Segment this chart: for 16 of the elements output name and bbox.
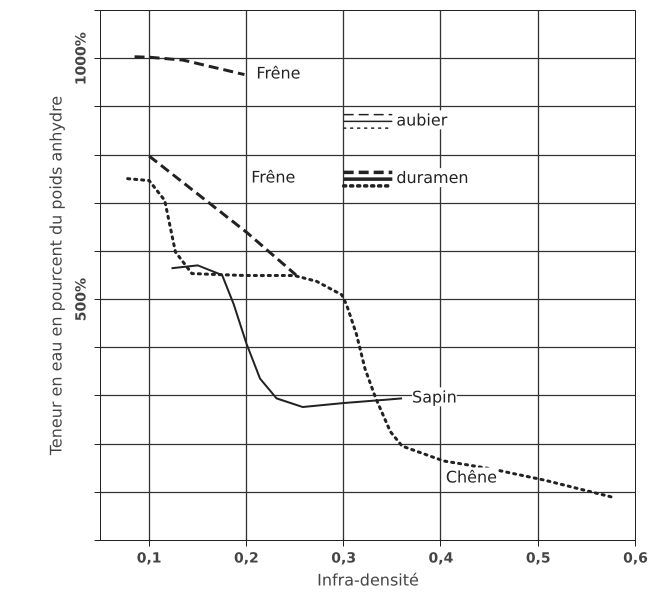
y-axis-title: Teneur en eau en pourcent du poids anhydre	[46, 96, 66, 456]
x-tick-label: 0,3	[331, 550, 356, 566]
annotation: aubier	[396, 110, 448, 130]
annotation: Frêne	[256, 64, 301, 83]
x-tick-label: 0,1	[136, 550, 162, 566]
x-tick-label: 0,4	[428, 550, 454, 566]
annotation: Sapin	[412, 387, 457, 406]
x-tick-label: 0,5	[526, 550, 551, 566]
x-tick-label: 0,6	[623, 550, 648, 566]
annotation: Chêne	[446, 468, 497, 487]
x-tick-label: 0,2	[234, 550, 259, 566]
annotation: Frêne	[251, 167, 296, 186]
annotation: duramen	[396, 168, 469, 188]
y-tick-label: 1000%	[74, 32, 90, 86]
y-tick-label: 500%	[74, 278, 90, 322]
x-axis-title: Infra-densité	[317, 570, 419, 590]
